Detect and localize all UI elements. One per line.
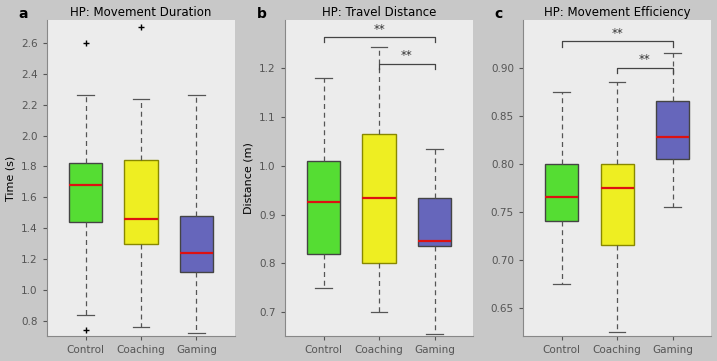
Text: **: **: [374, 22, 385, 35]
Y-axis label: Time (s): Time (s): [6, 156, 16, 201]
PathPatch shape: [601, 164, 634, 245]
PathPatch shape: [124, 160, 158, 244]
Text: **: **: [401, 49, 413, 62]
PathPatch shape: [180, 216, 213, 271]
Text: c: c: [495, 7, 503, 21]
Text: **: **: [639, 53, 651, 66]
Text: **: **: [612, 27, 623, 40]
Title: HP: Movement Duration: HP: Movement Duration: [70, 5, 212, 18]
PathPatch shape: [69, 164, 103, 222]
PathPatch shape: [418, 197, 451, 246]
Text: b: b: [257, 7, 267, 21]
Title: HP: Travel Distance: HP: Travel Distance: [322, 5, 436, 18]
Y-axis label: Distance (m): Distance (m): [244, 142, 254, 214]
Text: a: a: [19, 7, 28, 21]
PathPatch shape: [307, 161, 341, 253]
PathPatch shape: [545, 164, 579, 221]
PathPatch shape: [363, 134, 396, 263]
Title: HP: Movement Efficiency: HP: Movement Efficiency: [544, 5, 690, 18]
PathPatch shape: [656, 101, 689, 159]
